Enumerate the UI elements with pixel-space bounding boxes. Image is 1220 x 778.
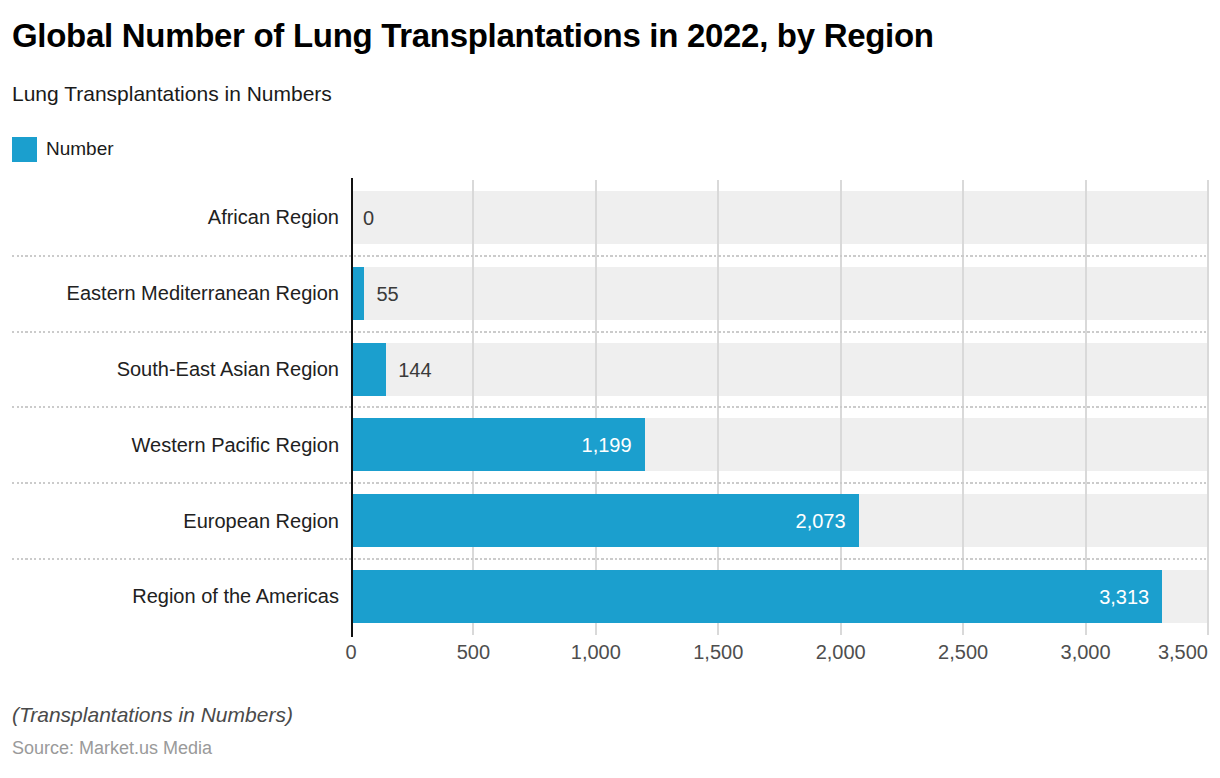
value-bar: 1,199 xyxy=(351,418,645,471)
x-tick-label: 500 xyxy=(457,641,490,664)
x-tick-label: 3,000 xyxy=(1061,641,1111,664)
chart-row: African Region 0 xyxy=(12,180,1208,256)
row-band xyxy=(351,191,1208,244)
row-plot: 3,313 xyxy=(351,559,1208,635)
value-label: 1,199 xyxy=(582,433,632,456)
legend: Number xyxy=(12,137,1208,162)
row-plot: 55 xyxy=(351,256,1208,332)
row-band xyxy=(351,267,1208,320)
category-label: European Region xyxy=(12,483,351,559)
x-tick-label: 1,500 xyxy=(693,641,743,664)
chart-row: Western Pacific Region 1,199 xyxy=(12,407,1208,483)
value-bar: 2,073 xyxy=(351,494,859,547)
plot-rows: African Region 0 Eastern Mediterranean R… xyxy=(12,180,1208,635)
category-label: South-East Asian Region xyxy=(12,332,351,408)
chart-card: Global Number of Lung Transplantations i… xyxy=(0,0,1220,778)
row-plot: 1,199 xyxy=(351,407,1208,483)
row-plot: 144 xyxy=(351,332,1208,408)
x-tick-label: 2,500 xyxy=(938,641,988,664)
category-label: African Region xyxy=(12,180,351,256)
category-label: Western Pacific Region xyxy=(12,407,351,483)
value-label: 144 xyxy=(398,358,431,381)
legend-swatch-icon xyxy=(12,137,37,162)
value-label: 0 xyxy=(363,206,374,229)
x-tick-label: 0 xyxy=(345,641,356,664)
x-axis: 0 500 1,000 1,500 2,000 2,500 3,000 3,500 xyxy=(12,637,1208,667)
category-label: Eastern Mediterranean Region xyxy=(12,256,351,332)
bar-chart: African Region 0 Eastern Mediterranean R… xyxy=(12,180,1208,635)
chart-title: Global Number of Lung Transplantations i… xyxy=(12,17,1208,55)
x-tick-label: 1,000 xyxy=(571,641,621,664)
category-label: Region of the Americas xyxy=(12,559,351,635)
row-plot: 0 xyxy=(351,180,1208,256)
chart-subtitle: Lung Transplantations in Numbers xyxy=(12,81,1208,107)
value-label: 2,073 xyxy=(796,509,846,532)
value-label: 55 xyxy=(376,282,398,305)
x-tick-label: 3,500 xyxy=(1158,641,1208,664)
chart-row: Region of the Americas 3,313 xyxy=(12,559,1208,635)
value-bar xyxy=(351,267,364,320)
chart-row: European Region 2,073 xyxy=(12,483,1208,559)
footnote: (Transplantations in Numbers) xyxy=(12,703,1208,727)
value-label: 3,313 xyxy=(1099,585,1149,608)
source-credit: Source: Market.us Media xyxy=(12,738,1208,759)
legend-label: Number xyxy=(46,138,114,160)
x-tick-label: 2,000 xyxy=(816,641,866,664)
value-bar xyxy=(351,343,386,396)
row-band xyxy=(351,343,1208,396)
y-axis-line xyxy=(351,178,353,637)
row-plot: 2,073 xyxy=(351,483,1208,559)
value-bar: 3,313 xyxy=(351,570,1162,623)
chart-row: South-East Asian Region 144 xyxy=(12,332,1208,408)
chart-row: Eastern Mediterranean Region 55 xyxy=(12,256,1208,332)
